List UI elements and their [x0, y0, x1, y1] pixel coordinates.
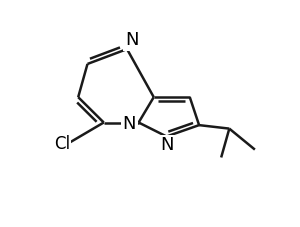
Text: N: N [125, 31, 138, 49]
Text: N: N [123, 115, 136, 133]
Text: Cl: Cl [54, 135, 70, 153]
Text: N: N [160, 136, 173, 154]
